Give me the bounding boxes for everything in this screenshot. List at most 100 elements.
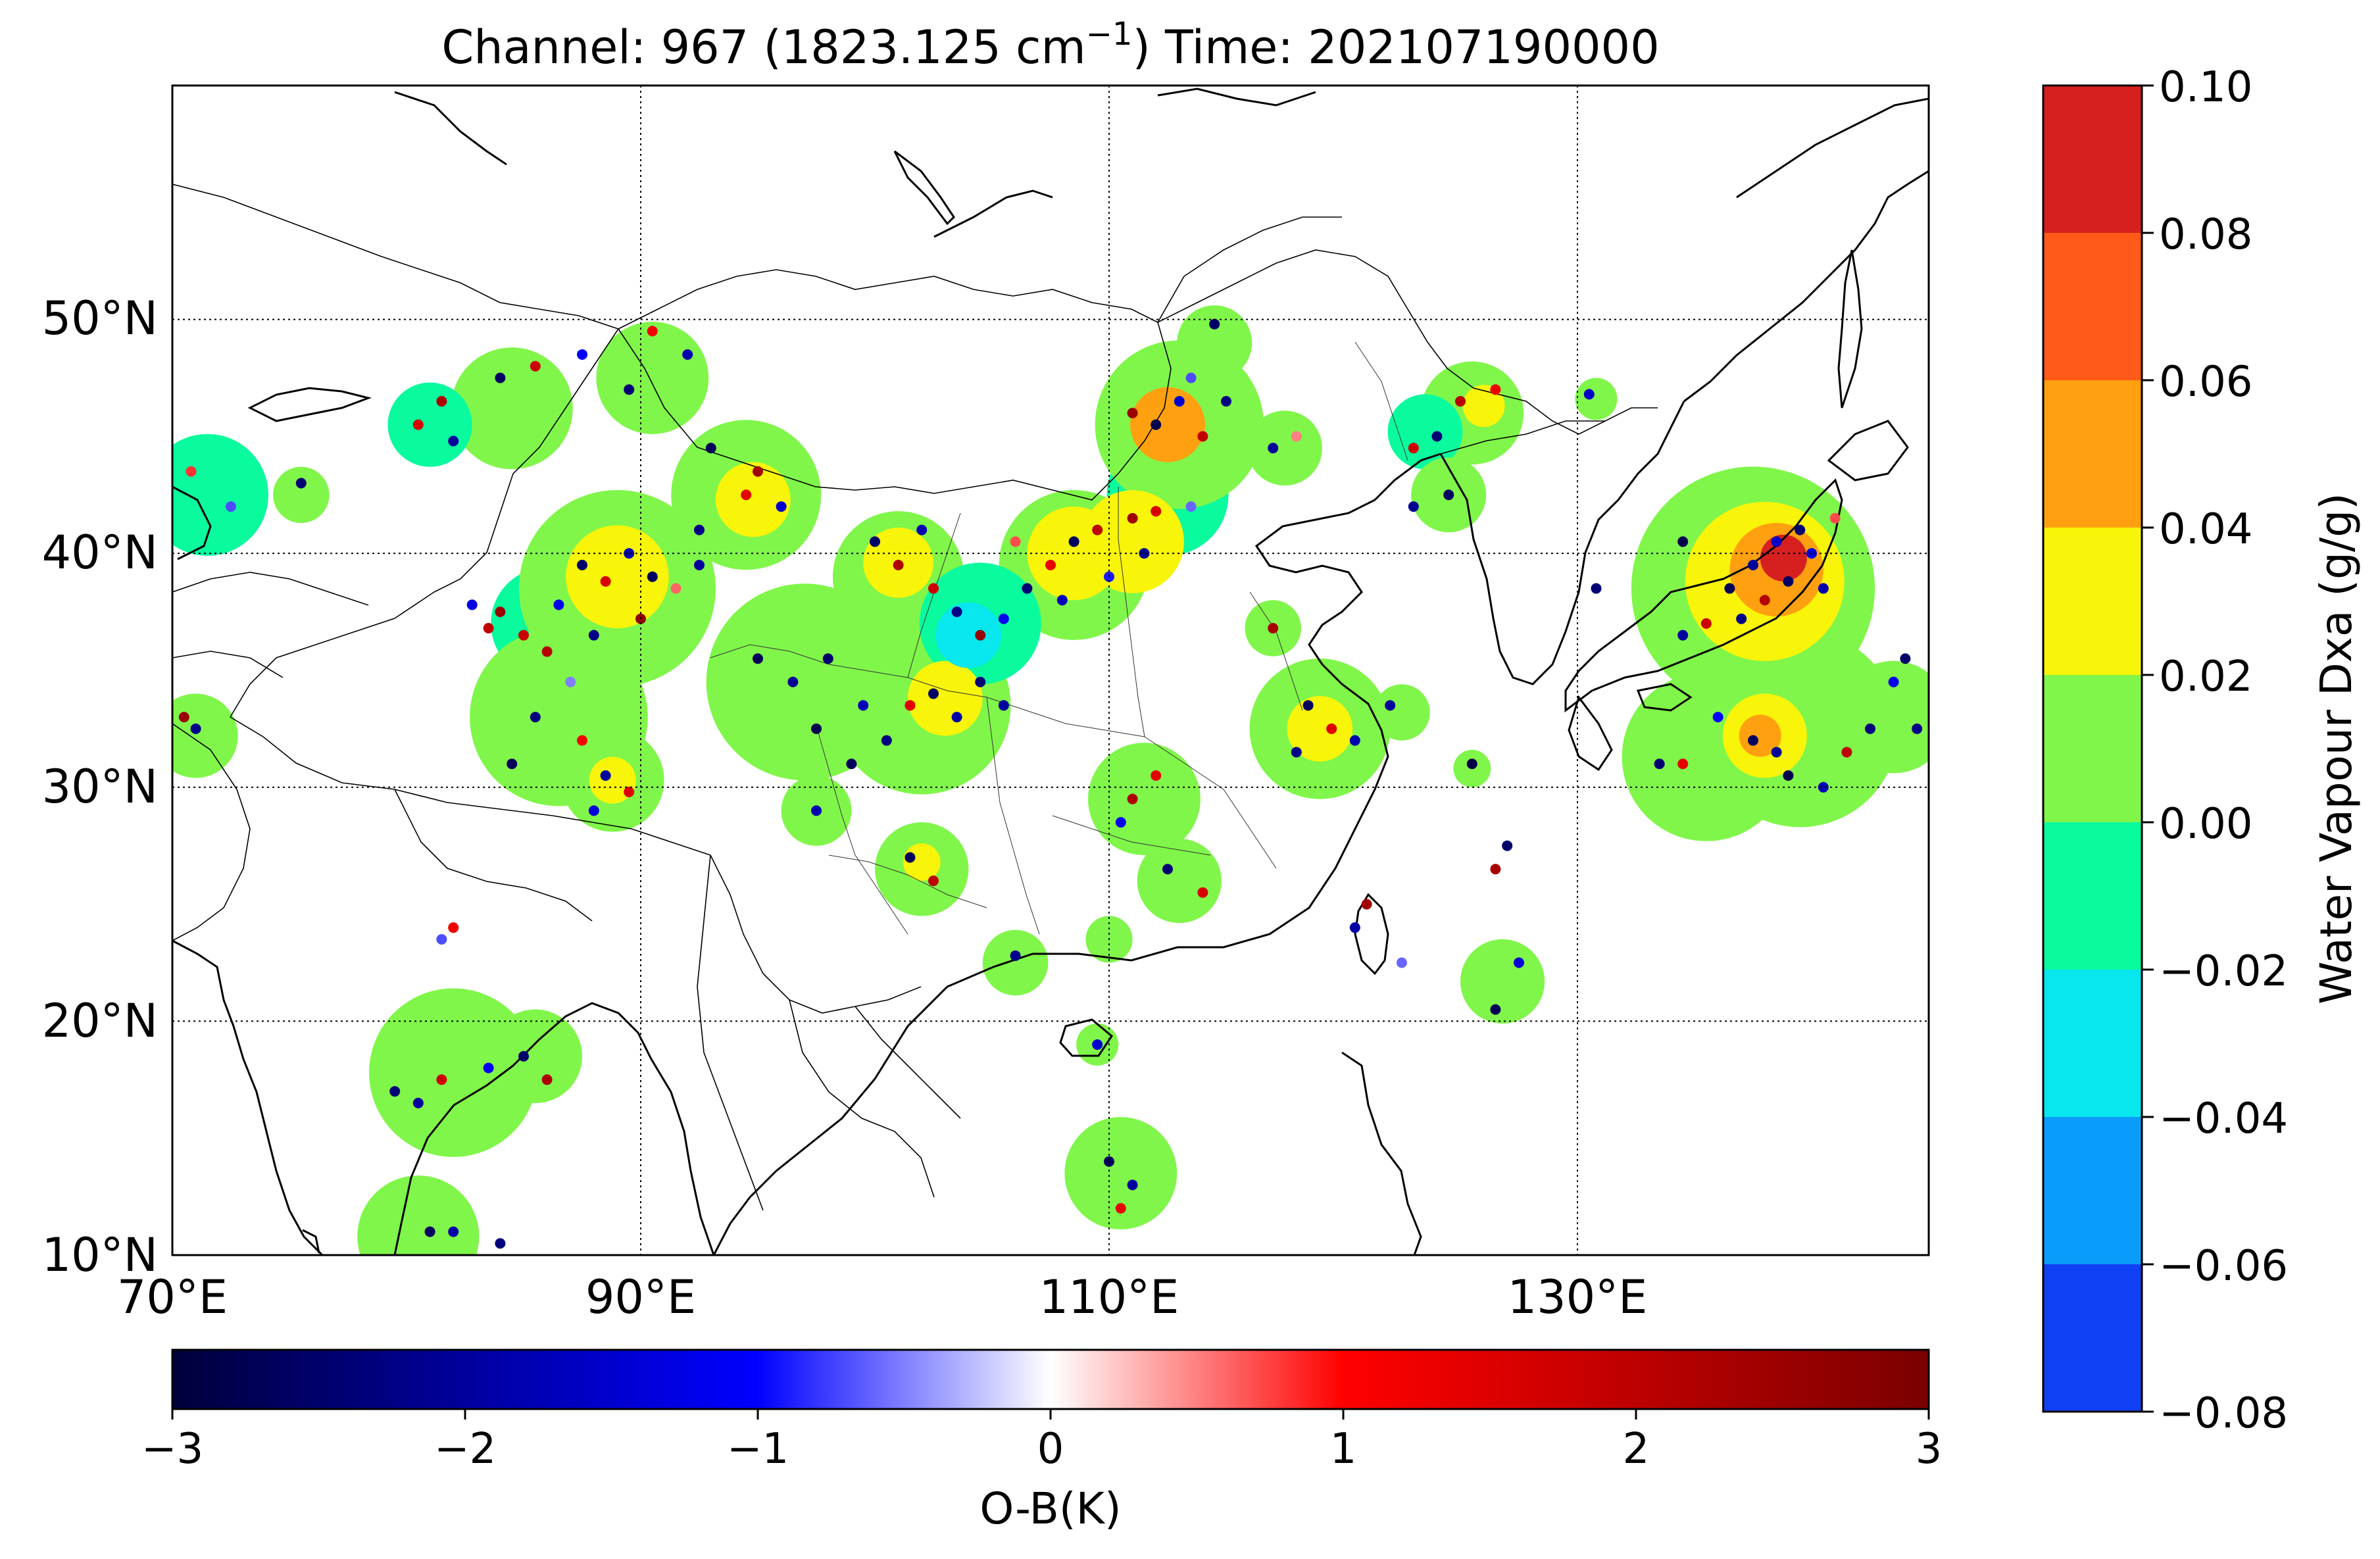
obs-point [577, 559, 587, 570]
obs-point [1104, 1156, 1114, 1167]
coastline-north-inlet-1 [394, 91, 507, 166]
dxa-field-patch [1760, 534, 1807, 582]
obs-point [1185, 372, 1197, 384]
ob-tick-label: 2 [1623, 1425, 1650, 1473]
obs-point [483, 622, 494, 633]
dxa-field-patch [1130, 387, 1205, 462]
obs-point [588, 630, 599, 641]
obs-point [858, 700, 869, 711]
obs-point [1771, 536, 1782, 547]
lat-tick-30: 30°N [42, 760, 158, 814]
obs-point [1806, 548, 1817, 559]
obs-point [753, 653, 763, 664]
dxa-tick-label: −0.02 [2159, 947, 2288, 996]
obs-point [1326, 723, 1337, 734]
dxa-colorbar-segment [2043, 233, 2142, 380]
coastline-japan-shikoku [1636, 683, 1693, 712]
obs-point [1185, 501, 1197, 512]
obs-point [1818, 583, 1829, 594]
province-line-4 [1118, 487, 1145, 737]
coastline-far-east [1683, 170, 1929, 403]
lat-tick-10: 10°N [42, 1228, 158, 1282]
obs-point [1736, 613, 1747, 624]
obs-point [1900, 653, 1911, 664]
obs-point [776, 501, 787, 512]
dxa-field-patch [451, 347, 573, 470]
obs-point [1818, 781, 1829, 793]
ob-tick-label: 0 [1037, 1425, 1064, 1473]
obs-point [186, 466, 197, 477]
province-line-8 [1249, 591, 1303, 711]
dxa-field-patch [172, 693, 238, 778]
lon-tick-110: 110°E [1039, 1270, 1179, 1324]
lat-tick-50: 50°N [42, 291, 158, 345]
obs-point [1490, 384, 1501, 395]
border-central-asia-2 [172, 651, 284, 678]
obs-point [1045, 559, 1056, 570]
border-china-central-asia [230, 591, 435, 718]
province-layer [710, 341, 1408, 935]
lon-tick-labels: 70°E 90°E 110°E 130°E [117, 1270, 1648, 1324]
dxa-field-patch [387, 382, 472, 467]
obs-point [1068, 536, 1079, 547]
dxa-field-patch [172, 433, 268, 556]
obs-point [1361, 899, 1372, 910]
obs-point [975, 630, 986, 641]
obs-point [1502, 840, 1513, 851]
obs-point [483, 1062, 494, 1074]
border-india-pakistan [172, 723, 251, 941]
obs-point [951, 712, 962, 723]
obs-point [1865, 723, 1875, 734]
coastline-north-inlet-3 [1157, 87, 1316, 107]
obs-point [822, 653, 833, 664]
obs-point [530, 360, 541, 372]
dxa-colorbar-label: Water Vapour Dxa (g/g) [2311, 493, 2362, 1004]
lon-tick-90: 90°E [585, 1270, 696, 1324]
obs-point [507, 758, 518, 770]
obs-point [1349, 922, 1360, 933]
obs-point [1654, 758, 1665, 770]
obs-point [694, 524, 705, 535]
dxa-field-patch [715, 462, 791, 537]
dxa-colorbar-segment [2043, 675, 2142, 822]
border-laos-vietnam [855, 1006, 961, 1119]
dxa-tick-label: 0.04 [2159, 505, 2253, 554]
obs-point [600, 576, 611, 587]
ob-colorbar-gradient [171, 1349, 1930, 1410]
obs-point [893, 559, 904, 570]
obs-point [1408, 443, 1419, 454]
obs-point [1092, 1039, 1103, 1050]
obs-point [1591, 583, 1602, 594]
obs-point [928, 688, 939, 699]
obs-point [436, 396, 447, 407]
obs-point [1151, 506, 1162, 517]
obs-point [1443, 489, 1454, 501]
obs-point [1197, 887, 1208, 898]
dxa-tick-label: 0.06 [2159, 358, 2253, 407]
ob-colorbar-ticks [171, 1409, 1930, 1420]
obs-point [436, 1074, 447, 1085]
coastline-philippines [1341, 1051, 1422, 1255]
obs-point [1888, 676, 1899, 687]
border-india-nepal [394, 789, 593, 922]
coastline-north-inlet-2 [933, 189, 1053, 238]
border-central-asia-1 [172, 572, 369, 606]
obs-point [1139, 548, 1150, 559]
gridlines [172, 86, 1929, 1255]
dxa-tick-label: 0.08 [2159, 210, 2253, 259]
ob-colorbar-label: O-B(K) [979, 1483, 1121, 1534]
lat-tick-20: 20°N [42, 994, 158, 1048]
dxa-field-patch [1064, 1117, 1178, 1229]
obs-point [1912, 723, 1923, 734]
obs-point [928, 876, 939, 887]
dxa-field-patch [1460, 939, 1545, 1024]
obs-point [998, 700, 1009, 711]
obs-point [1677, 630, 1689, 641]
obs-point [705, 443, 716, 454]
dxa-tick-label: 0.00 [2159, 800, 2253, 849]
coastline-japan-honshu [1564, 478, 1843, 712]
obs-point [1490, 864, 1501, 875]
obs-point [753, 466, 763, 477]
dxa-field-patch [1287, 696, 1353, 762]
